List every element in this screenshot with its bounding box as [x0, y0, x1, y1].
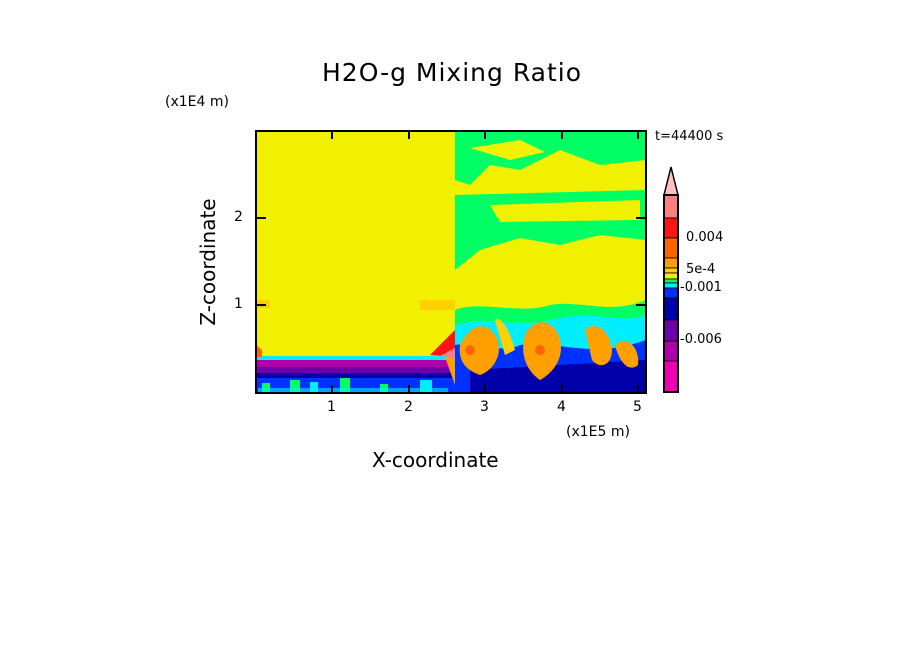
colorbar-level: [663, 297, 679, 321]
contour-field: [256, 131, 646, 393]
plot-frame: [255, 130, 647, 394]
time-label: t=44400 s: [655, 129, 724, 144]
x-tick-label: 2: [404, 399, 413, 415]
x-axis-label: X-coordinate: [372, 448, 499, 472]
colorbar-triangle: [663, 166, 679, 196]
colorbar-level: [663, 278, 679, 284]
colorbar-level: [663, 272, 679, 280]
colorbar-level: [663, 267, 679, 274]
colorbar-level: [663, 217, 679, 239]
axis-ticks: [256, 131, 646, 393]
colorbar-label: -0.001: [680, 280, 722, 295]
y-tick-label: 1: [234, 296, 243, 312]
colorbar-label: 0.004: [686, 230, 724, 245]
colorbar: [663, 166, 679, 393]
colorbar-level: [663, 287, 679, 299]
y-axis-unit: (x1E4 m): [165, 94, 229, 110]
colorbar-level: [663, 319, 679, 342]
x-tick-label: 3: [480, 399, 489, 415]
colorbar-level: [663, 194, 679, 219]
colorbar-level: [663, 237, 679, 259]
colorbar-level: [663, 360, 679, 393]
colorbar-level: [663, 340, 679, 362]
colorbar-level: [663, 282, 679, 289]
x-axis-unit: (x1E5 m): [566, 424, 630, 440]
colorbar-label: -0.006: [680, 332, 722, 347]
colorbar-label: 5e-4: [686, 262, 716, 277]
x-tick-label: 1: [327, 399, 336, 415]
colorbar-level: [663, 257, 679, 269]
x-tick-label: 5: [633, 399, 642, 415]
y-tick-label: 2: [234, 209, 243, 225]
chart-title: H2O-g Mixing Ratio: [321, 58, 583, 87]
x-tick-label: 4: [557, 399, 566, 415]
